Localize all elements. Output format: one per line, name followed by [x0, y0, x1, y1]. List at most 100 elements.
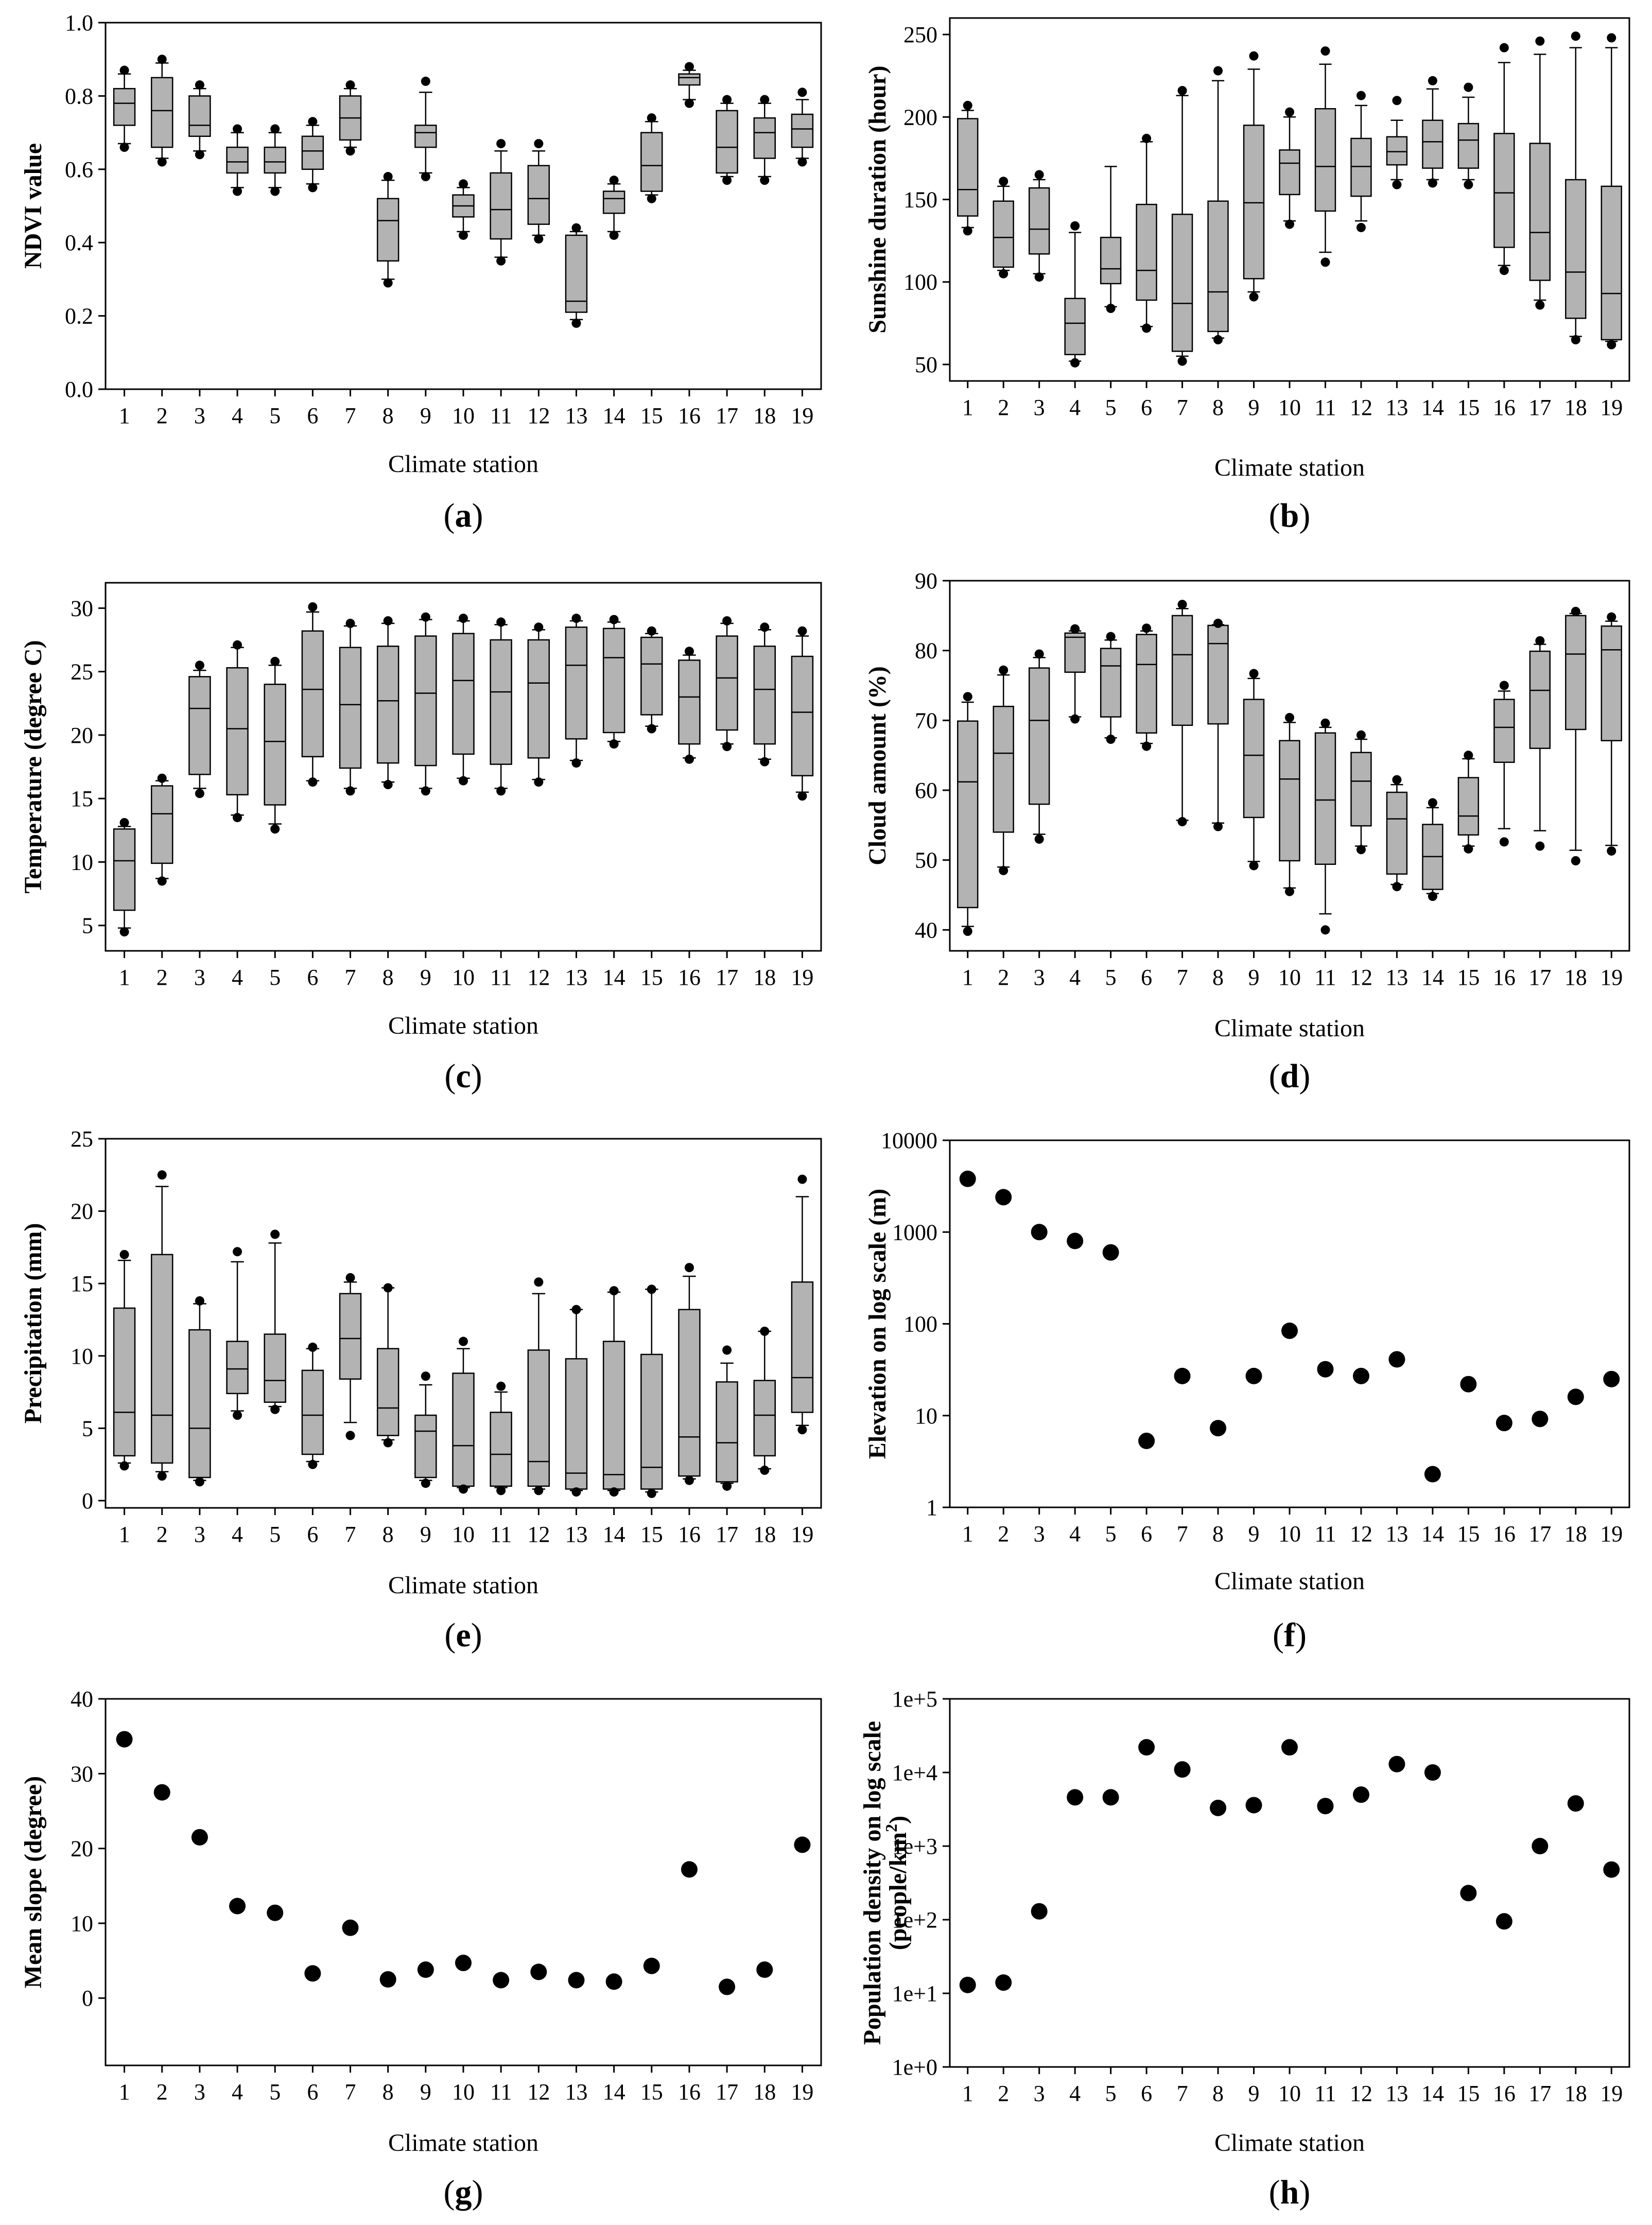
box-iqr — [1100, 648, 1122, 718]
point-station-5 — [267, 1904, 284, 1921]
box-iqr — [716, 110, 738, 174]
x-tick-label: 16 — [678, 403, 701, 428]
outlier-point — [1535, 36, 1545, 46]
outlier-point — [797, 1174, 807, 1184]
outlier-point — [760, 95, 770, 105]
point-station-10 — [1281, 1322, 1298, 1339]
outlier-point — [496, 256, 506, 266]
point-station-10 — [455, 1954, 472, 1971]
x-tick-label: 16 — [1493, 1521, 1516, 1546]
y-tick-label: 250 — [903, 22, 937, 47]
x-tick-label: 15 — [640, 965, 663, 990]
outlier-point — [270, 186, 280, 196]
x-axis-title: Climate station — [1214, 2129, 1365, 2157]
x-axis-title: Climate station — [388, 2129, 538, 2157]
x-tick-label: 3 — [1034, 2081, 1045, 2106]
outlier-point — [534, 1486, 544, 1496]
point-station-4 — [1067, 1232, 1084, 1249]
x-tick-label: 16 — [678, 2079, 701, 2105]
x-tick-label: 6 — [307, 965, 318, 990]
box-iqr — [188, 95, 211, 137]
point-station-6 — [1138, 1432, 1155, 1449]
x-tick-label: 1 — [962, 965, 973, 990]
box-station-3 — [188, 660, 211, 798]
x-tick-label: 4 — [232, 1522, 243, 1547]
panel-tag-close: ) — [471, 1057, 482, 1095]
outlier-point — [459, 179, 468, 189]
outlier-point — [609, 176, 619, 185]
panel-tag-letter: g — [455, 2174, 472, 2211]
outlier-point — [647, 194, 656, 203]
outlier-point — [647, 1488, 656, 1498]
box-station-12 — [527, 1277, 550, 1496]
box-iqr — [1565, 615, 1587, 731]
box-station-5 — [264, 124, 286, 196]
outlier-point — [1070, 221, 1080, 231]
outlier-point — [1213, 66, 1223, 76]
outlier-point — [345, 80, 355, 90]
outlier-point — [1106, 734, 1116, 744]
box-iqr — [527, 1349, 550, 1487]
point-station-5 — [1102, 1244, 1119, 1261]
panel-tag-letter: b — [1280, 497, 1299, 534]
point-station-9 — [1245, 1797, 1262, 1814]
outlier-point — [1535, 636, 1545, 646]
x-tick-label: 11 — [1314, 395, 1336, 420]
box-iqr — [1601, 185, 1622, 341]
x-tick-label: 10 — [1278, 965, 1301, 990]
outlier-point — [571, 1305, 581, 1314]
box-station-9 — [1243, 669, 1265, 871]
box-iqr — [1386, 136, 1408, 166]
x-tick-label: 14 — [603, 965, 625, 990]
outlier-point — [571, 318, 581, 328]
point-station-17 — [719, 1978, 736, 1995]
box-iqr — [640, 132, 663, 192]
box-station-13 — [565, 1305, 588, 1497]
box-station-16 — [678, 62, 701, 108]
point-station-9 — [417, 1961, 434, 1978]
box-iqr — [452, 1372, 475, 1487]
x-axis-title: Climate station — [1214, 1015, 1365, 1042]
x-tick-label: 12 — [1350, 965, 1372, 990]
point-station-12 — [1352, 1786, 1369, 1803]
outlier-point — [1213, 335, 1223, 344]
outlier-point — [963, 100, 972, 110]
outlier-point — [722, 176, 732, 185]
box-iqr — [1136, 634, 1157, 734]
box-iqr — [527, 165, 550, 225]
outlier-point — [1571, 606, 1580, 616]
outlier-point — [345, 618, 355, 628]
box-station-13 — [1386, 775, 1408, 892]
x-tick-label: 6 — [1141, 1521, 1152, 1546]
x-tick-label: 17 — [1528, 1521, 1551, 1546]
outlier-point — [999, 269, 1008, 279]
outlier-point — [157, 157, 167, 167]
box-station-14 — [1422, 76, 1444, 188]
outlier-point — [383, 1283, 393, 1293]
panel-tag: (h) — [1269, 2174, 1311, 2211]
box-station-9 — [414, 1371, 437, 1488]
outlier-point — [722, 742, 732, 752]
outlier-point — [1177, 600, 1187, 610]
y-tick-label: 10 — [915, 1403, 937, 1429]
outlier-point — [534, 777, 544, 787]
x-tick-label: 17 — [716, 2079, 738, 2105]
x-tick-label: 6 — [1141, 2081, 1152, 2106]
box-iqr — [1601, 625, 1622, 741]
panel-tag-close: ) — [1295, 1616, 1307, 1654]
point-station-18 — [756, 1961, 773, 1978]
x-tick-label: 13 — [565, 965, 587, 990]
x-tick-label: 17 — [716, 403, 738, 428]
point-station-8 — [379, 1971, 396, 1988]
outlier-point — [119, 1249, 129, 1259]
outlier-point — [1213, 822, 1223, 831]
point-station-3 — [1031, 1224, 1048, 1241]
box-station-18 — [753, 622, 776, 767]
box-iqr — [188, 1329, 211, 1479]
panel-tag-close: ) — [472, 2174, 483, 2211]
x-tick-label: 4 — [232, 2079, 243, 2105]
outlier-point — [195, 1477, 204, 1487]
x-tick-label: 17 — [1528, 2081, 1551, 2106]
outlier-point — [1356, 91, 1366, 100]
